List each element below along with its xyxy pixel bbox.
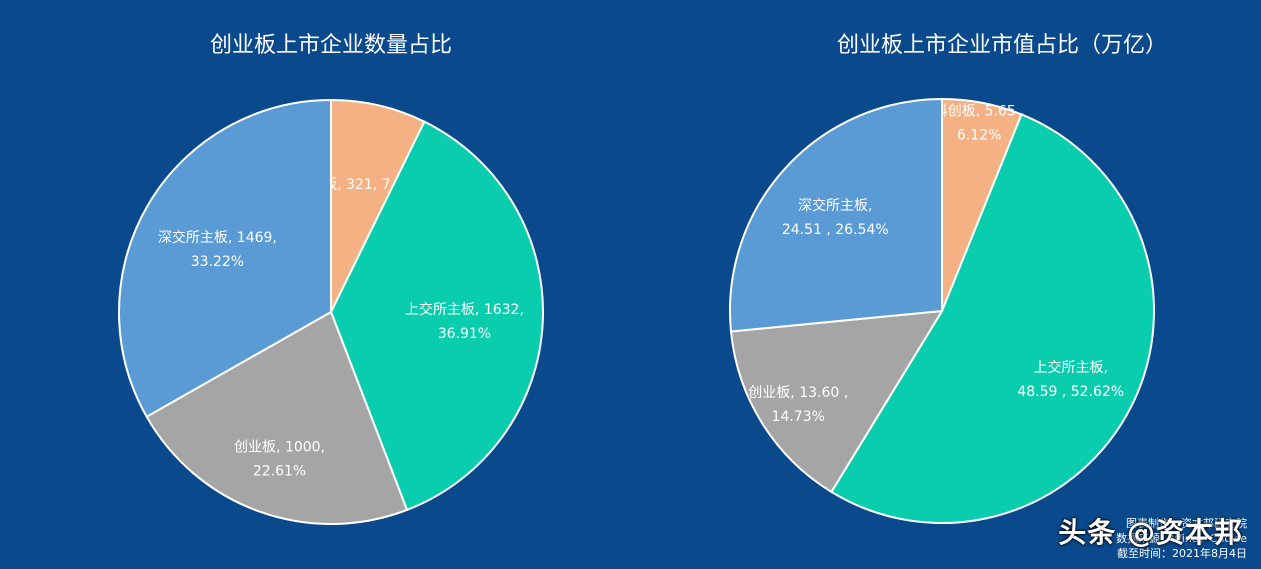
pie-label-0-1: 上交所主板, 1632, 36.91% bbox=[405, 301, 524, 342]
pie-slice-1-1 bbox=[830, 113, 1155, 524]
pie-label-0-2: 创业板, 1000, 22.61% bbox=[234, 440, 325, 480]
pie-label-0-3: 深交所主板, 1469, 33.22% bbox=[158, 229, 277, 270]
pie-slice-0-1 bbox=[329, 120, 544, 512]
pie-slice-1-3 bbox=[729, 97, 943, 333]
pie-slice-0-3 bbox=[118, 98, 332, 419]
pie-slice-0-2 bbox=[145, 310, 409, 525]
pie-label-1-0: 科创板, 5.65 , 6.12% bbox=[934, 104, 1025, 144]
pie-chart-market-cap: 科创板, 5.65 , 6.12% 上交所主板, 48.59 , 52.62% 创业板,… bbox=[729, 97, 1155, 524]
footer-producer: 图表制作：资本邦研究院 bbox=[1126, 517, 1247, 530]
chart-title-market-cap: 创业板上市企业市值占比（万亿） bbox=[837, 33, 1167, 58]
chart-title-count: 创业板上市企业数量占比 bbox=[210, 33, 452, 58]
watermark: 头条 @资本邦 bbox=[1058, 516, 1243, 549]
footer-credits: 图表制作：资本邦研究院 数据来源：Wind，Choice 截至时间：2021年8… bbox=[1116, 516, 1247, 561]
footer-date: 截至时间：2021年8月4日 bbox=[1117, 547, 1247, 560]
pie-label-1-1: 上交所主板, 48.59 , 52.62% bbox=[1017, 359, 1124, 400]
pie-label-1-3: 深交所主板, 24.51 , 26.54% bbox=[782, 197, 889, 238]
pie-chart-count: 科创板, 321, 7.26%上交所主板, 1632, 36.91%创业板, 10… bbox=[118, 98, 544, 525]
pie-slice-1-2 bbox=[729, 309, 944, 494]
pie-label-1-2: 创业板, 13.60 , 14.73% bbox=[748, 385, 848, 425]
footer-source: 数据来源：Wind，Choice bbox=[1116, 532, 1247, 545]
